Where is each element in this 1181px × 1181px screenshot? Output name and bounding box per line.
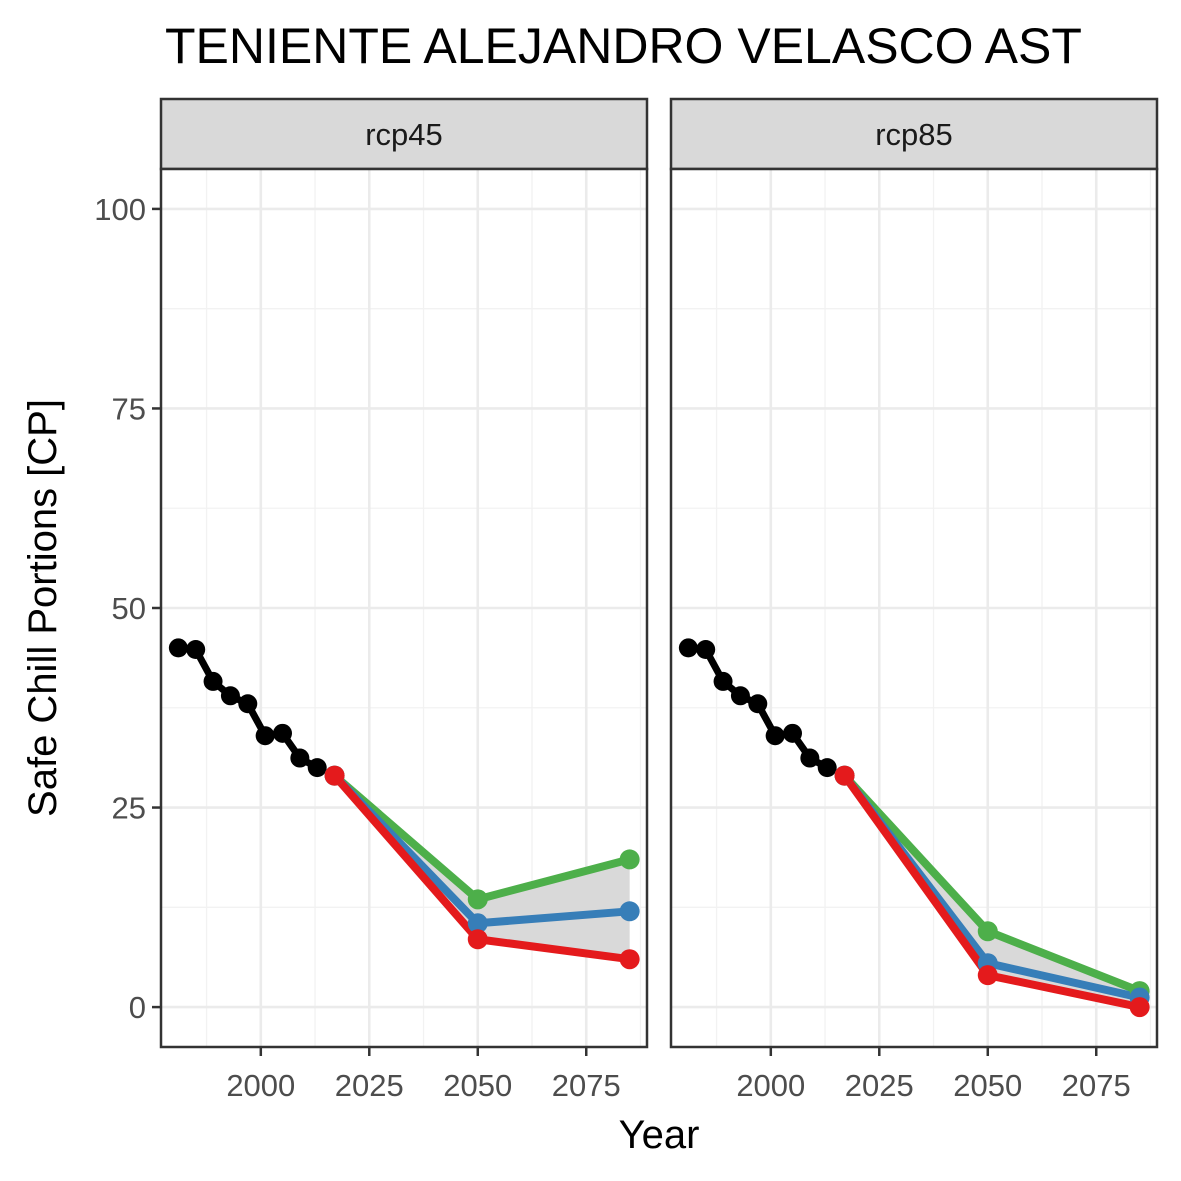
historic-point: [307, 758, 327, 778]
x-tick-label: 2025: [335, 1068, 404, 1103]
x-tick-label: 2075: [1062, 1068, 1131, 1103]
scenario-mid-point: [619, 901, 640, 922]
historic-point: [800, 748, 820, 768]
historic-point: [783, 723, 802, 743]
y-axis-title: Safe Chill Portions [CP]: [21, 399, 65, 817]
panel-border: [669, 167, 1159, 1049]
scenario-low-point: [1129, 997, 1150, 1018]
historic-point: [817, 758, 837, 778]
x-tick-label: 2000: [736, 1068, 805, 1103]
scenario-high-point: [619, 849, 640, 870]
historic-point: [696, 640, 716, 660]
y-tick-label: 75: [112, 391, 146, 426]
historic-point: [255, 726, 275, 746]
y-tick-label: 0: [129, 990, 146, 1025]
y-tick-label: 100: [94, 192, 146, 227]
y-tick-label: 25: [112, 791, 146, 826]
scenario-low-point: [834, 765, 855, 786]
scenario-high-point: [977, 921, 998, 942]
strip-rcp85: [669, 97, 1159, 171]
chart-title: TENIENTE ALEJANDRO VELASCO AST: [165, 18, 1082, 74]
x-axis-title: Year: [619, 1113, 700, 1157]
scenario-mid-point: [467, 913, 488, 934]
strip-label: rcp45: [365, 117, 443, 152]
x-tick-label: 2000: [226, 1068, 295, 1103]
strip-label: rcp85: [875, 117, 953, 152]
scenario-low-point: [977, 965, 998, 986]
historic-point: [748, 694, 768, 714]
historic-point: [273, 723, 292, 743]
historic-point: [220, 686, 240, 706]
facet-panels: rcp45 2000 2025 2050 2075 0 25 50 75 100 rcp85 2000…: [94, 97, 1159, 1103]
panel-rcp45: rcp45 2000 2025 2050 2075 0 25 50 75 100: [94, 97, 649, 1103]
historic-point: [290, 748, 310, 768]
historic-point: [678, 638, 698, 658]
gridlines: [671, 169, 1157, 1047]
historic-point: [765, 726, 785, 746]
historic-point: [713, 671, 733, 691]
x-tick-label: 2050: [953, 1068, 1022, 1103]
scenario-low-point: [324, 765, 345, 786]
y-tick-label: 50: [112, 591, 146, 626]
historic-point: [203, 671, 223, 691]
scenario-low-point: [619, 949, 640, 970]
x-tick-label: 2050: [443, 1068, 512, 1103]
historic-point: [238, 694, 258, 714]
historic-point: [168, 638, 188, 658]
historic-point: [186, 640, 206, 660]
x-tick-label: 2025: [845, 1068, 914, 1103]
historic-point: [730, 686, 750, 706]
scenario-high-point: [467, 889, 488, 910]
panel-rcp85: rcp85 2000 2025 2050 2075: [669, 97, 1159, 1103]
scenario-low-point: [467, 929, 488, 950]
x-tick-label: 2075: [552, 1068, 621, 1103]
strip-rcp45: [159, 97, 649, 171]
